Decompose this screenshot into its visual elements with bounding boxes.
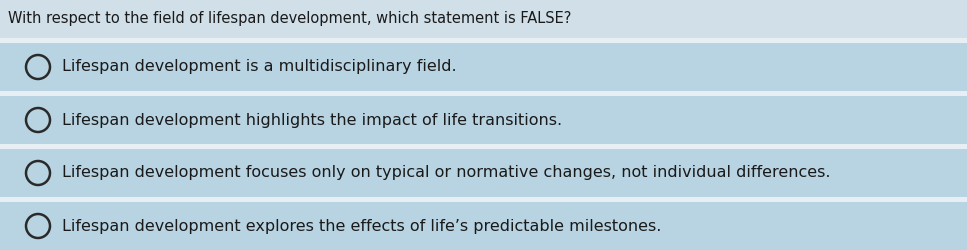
Text: Lifespan development explores the effects of life’s predictable milestones.: Lifespan development explores the effect… [62, 218, 661, 234]
Bar [0, 38, 967, 43]
Bar [0, 149, 967, 197]
Text: With respect to the field of lifespan development, which statement is FALSE?: With respect to the field of lifespan de… [8, 12, 571, 26]
Bar [0, 0, 967, 38]
Text: Lifespan development is a multidisciplinary field.: Lifespan development is a multidisciplin… [62, 60, 456, 74]
Text: Lifespan development highlights the impact of life transitions.: Lifespan development highlights the impa… [62, 112, 562, 128]
Bar [0, 197, 967, 202]
Bar [0, 96, 967, 144]
Bar [0, 91, 967, 96]
Bar [0, 202, 967, 250]
Bar [0, 144, 967, 149]
Bar [0, 43, 967, 91]
Text: Lifespan development focuses only on typical or normative changes, not individua: Lifespan development focuses only on typ… [62, 166, 831, 180]
